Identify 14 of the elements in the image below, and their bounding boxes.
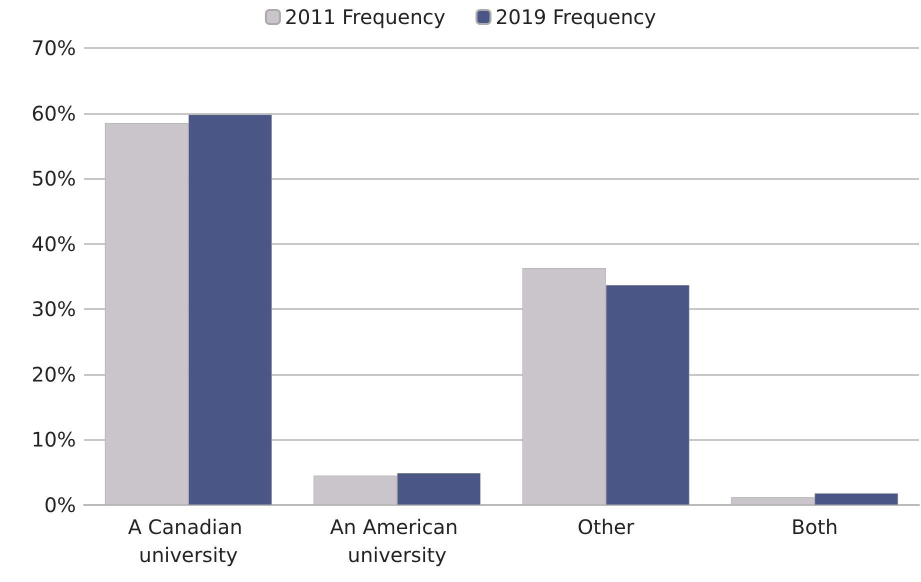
x-tick-label: Other <box>577 515 636 539</box>
y-tick-label: 50% <box>32 166 76 191</box>
legend-label: 2011 Frequency <box>284 5 446 29</box>
y-tick-label: 40% <box>32 232 76 256</box>
y-tick-label: 0% <box>44 493 76 517</box>
y-tick-label: 20% <box>32 362 76 386</box>
y-tick-label: 70% <box>32 36 76 60</box>
y-tick-label: 10% <box>32 428 76 452</box>
legend-label: 2019 Frequency <box>496 5 656 29</box>
x-tick-label: Both <box>791 515 838 539</box>
y-tick-label: 60% <box>32 101 76 126</box>
y-tick-label: 30% <box>32 297 76 322</box>
x-tick-label: An American university <box>330 515 464 567</box>
x-tick-label: A Canadian university <box>128 515 249 567</box>
